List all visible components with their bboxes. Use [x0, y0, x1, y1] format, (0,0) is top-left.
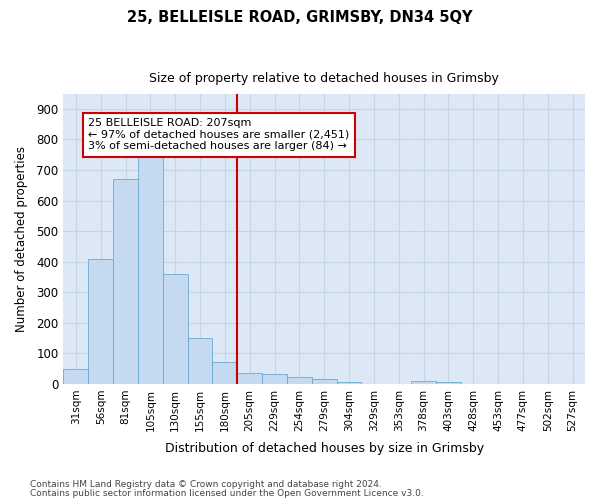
Text: 25 BELLEISLE ROAD: 207sqm
← 97% of detached houses are smaller (2,451)
3% of sem: 25 BELLEISLE ROAD: 207sqm ← 97% of detac… [88, 118, 350, 152]
Bar [138, 156, 163, 384]
Bar [212, 362, 237, 384]
Bar [88, 258, 113, 384]
Bar [436, 382, 461, 384]
Bar [411, 382, 436, 384]
Title: Size of property relative to detached houses in Grimsby: Size of property relative to detached ho… [149, 72, 499, 86]
Bar [262, 374, 287, 384]
Bar [312, 378, 337, 384]
Bar [337, 382, 361, 384]
Y-axis label: Number of detached properties: Number of detached properties [15, 146, 28, 332]
Text: Contains public sector information licensed under the Open Government Licence v3: Contains public sector information licen… [30, 488, 424, 498]
X-axis label: Distribution of detached houses by size in Grimsby: Distribution of detached houses by size … [164, 442, 484, 455]
Bar [287, 377, 312, 384]
Bar [188, 338, 212, 384]
Text: Contains HM Land Registry data © Crown copyright and database right 2024.: Contains HM Land Registry data © Crown c… [30, 480, 382, 489]
Bar [237, 373, 262, 384]
Text: 25, BELLEISLE ROAD, GRIMSBY, DN34 5QY: 25, BELLEISLE ROAD, GRIMSBY, DN34 5QY [127, 10, 473, 25]
Bar [163, 274, 188, 384]
Bar [64, 368, 88, 384]
Bar [113, 179, 138, 384]
